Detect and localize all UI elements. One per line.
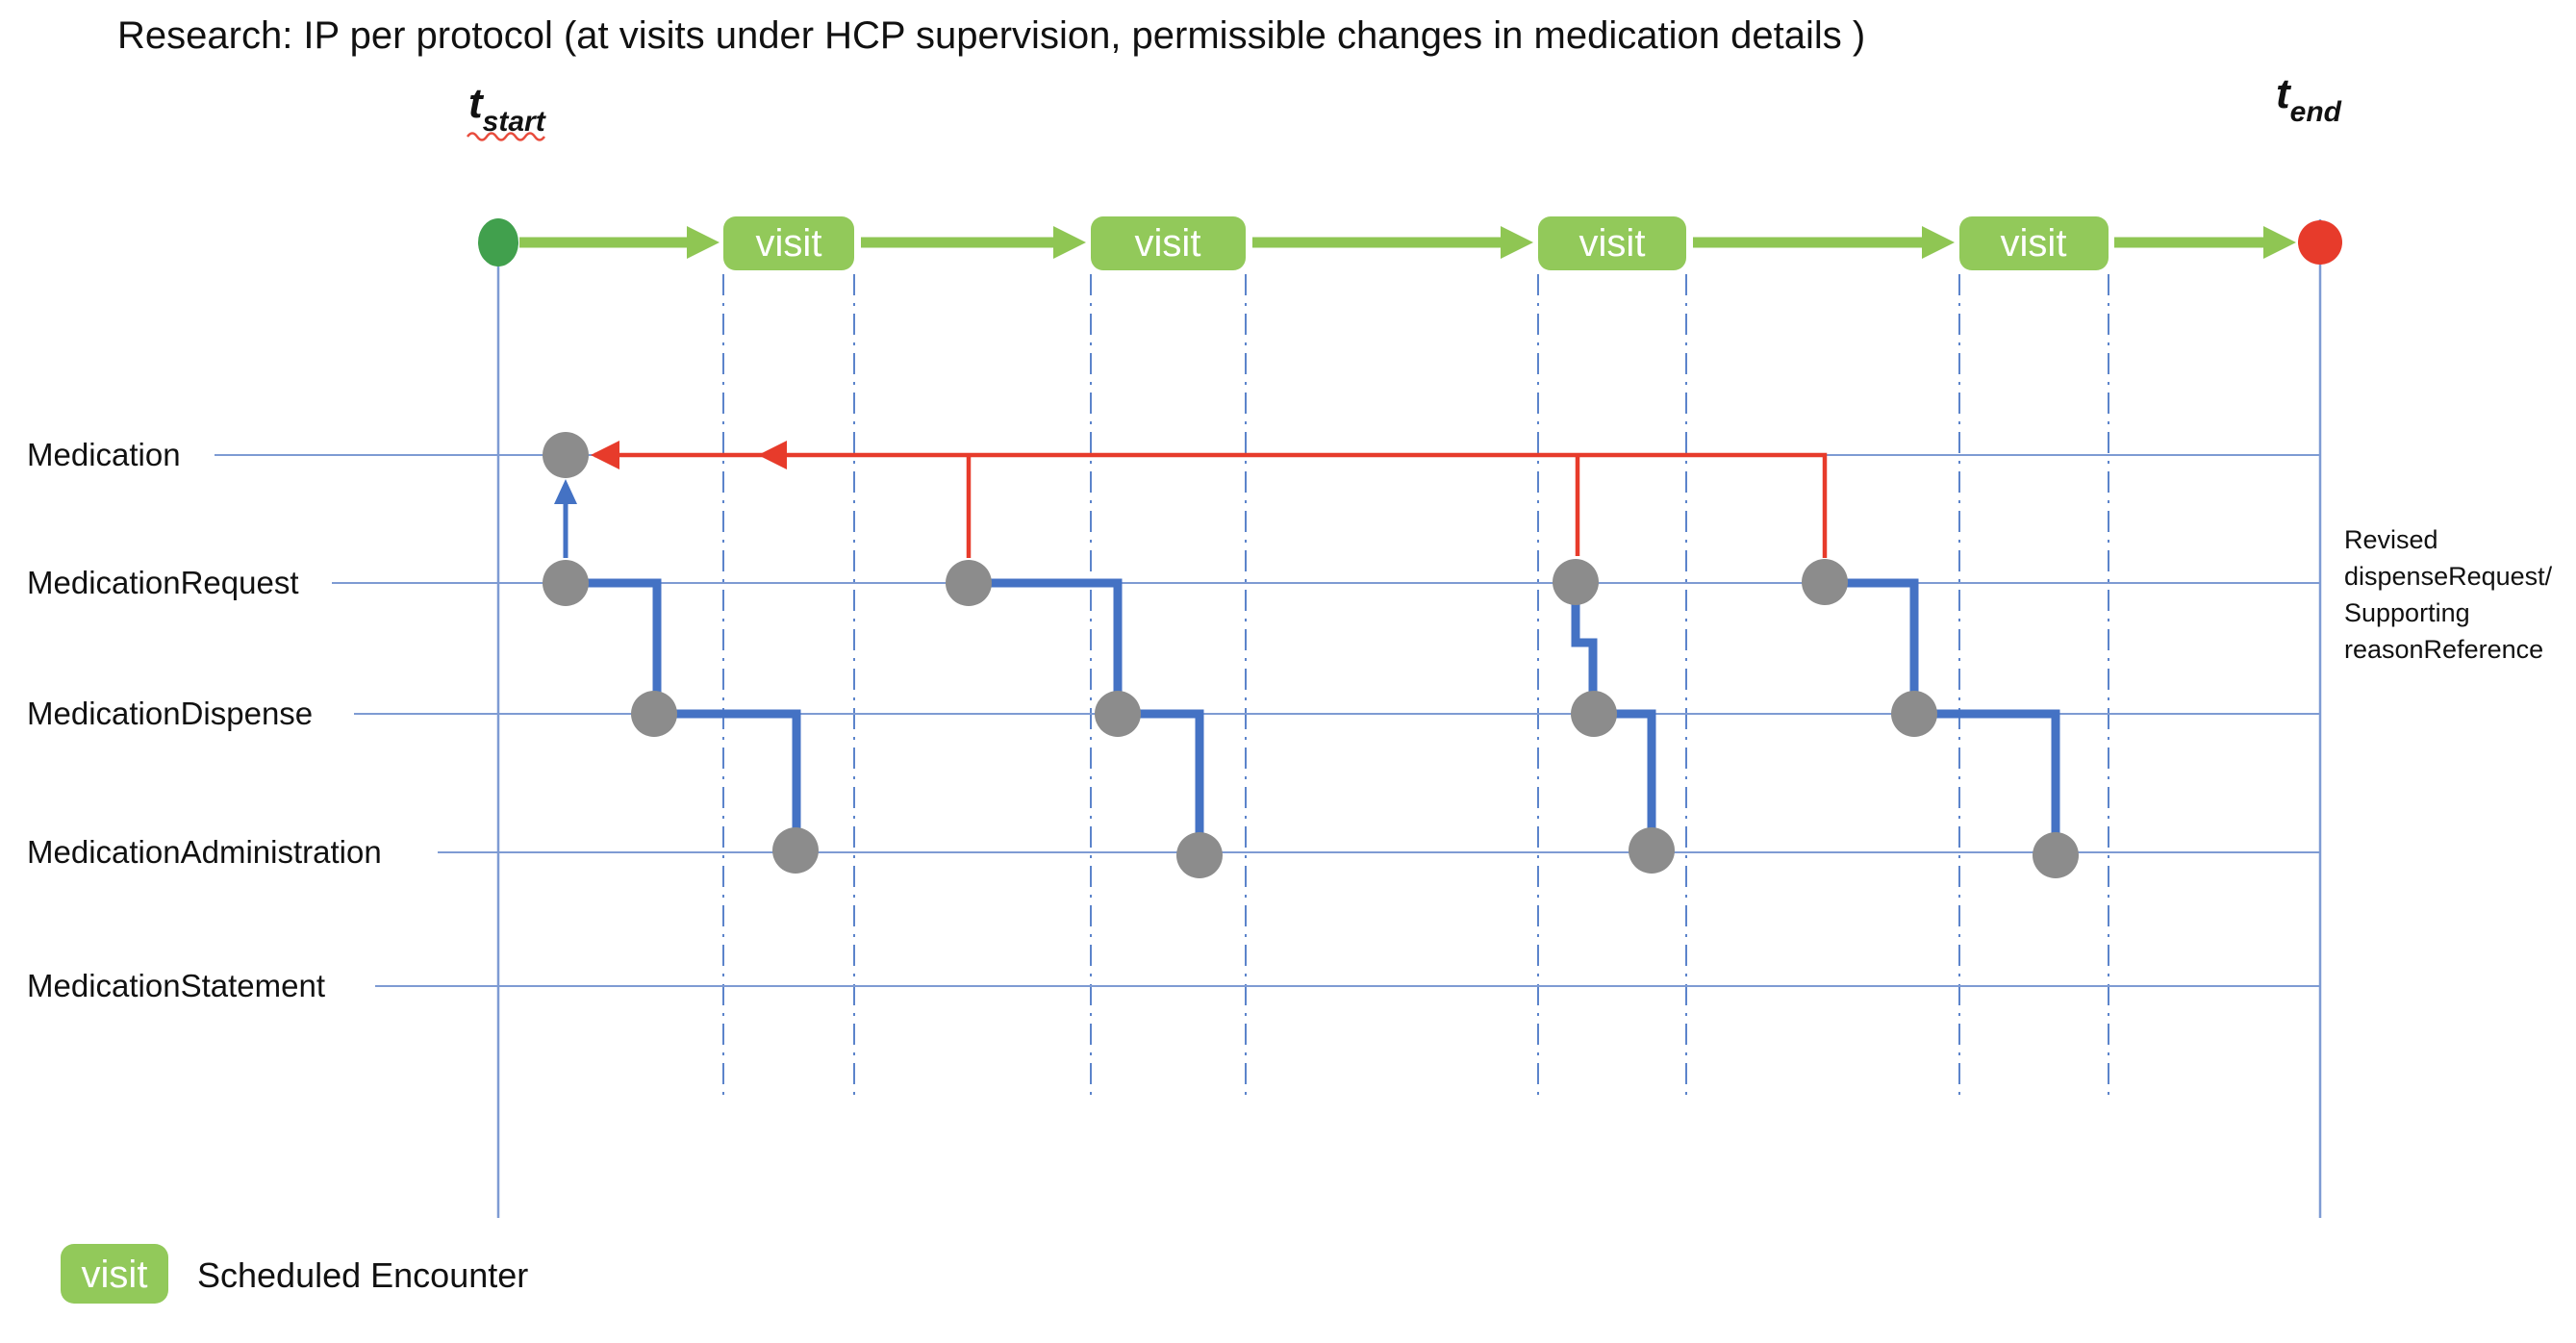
legend-visit-box <box>61 1244 168 1304</box>
lane-label-medicationdispense: MedicationDispense <box>27 696 313 731</box>
visit-box-2-label: visit <box>1135 222 1201 265</box>
visit-box-2 <box>1091 216 1246 270</box>
revision-line-main <box>594 452 1828 558</box>
visit-box-3 <box>1538 216 1686 270</box>
event-dot-admin-visit1 <box>772 827 819 874</box>
t-start-label: tstart <box>468 80 547 138</box>
visit-box-1 <box>723 216 854 270</box>
visit-box-4 <box>1959 216 2109 270</box>
visit-box-4-label: visit <box>2001 222 2067 265</box>
event-dot-request-visit2 <box>946 560 992 606</box>
flow-visit2-dispense-admin <box>1118 709 1204 855</box>
lane-label-medicationadministration: MedicationAdministration <box>27 834 382 870</box>
event-dot-request-visit3 <box>1553 559 1599 605</box>
t-end-base: t <box>2276 70 2292 117</box>
flow-visit1-dispense-admin <box>654 709 801 850</box>
t-start-subscript: start <box>483 106 547 138</box>
visit-box-1-label: visit <box>756 222 822 265</box>
event-dot-dispense-visit4 <box>1891 691 1937 737</box>
timeline-arrowhead-3 <box>1501 226 1533 259</box>
annotation-line-1: Revised <box>2344 525 2438 554</box>
flow-visit4-dispense-admin <box>1914 709 2060 855</box>
timeline-arrowhead-1 <box>687 226 720 259</box>
diagram-title: Research: IP per protocol (at visits und… <box>117 14 1865 57</box>
timeline-arrowhead-5 <box>2263 226 2296 259</box>
revision-arrowhead-1 <box>591 441 619 469</box>
timeline-arrowhead-2 <box>1053 226 1086 259</box>
spellcheck-squiggle <box>466 132 546 141</box>
event-dot-admin-visit3 <box>1629 827 1675 874</box>
event-dot-dispense-visit2 <box>1095 691 1141 737</box>
t-end-label: tend <box>2276 70 2342 128</box>
event-dot-request-visit1 <box>543 560 589 606</box>
flow-visit4-request-dispense <box>1825 578 1919 714</box>
revision-arrowhead-2 <box>758 441 787 469</box>
timeline-end-marker <box>2298 220 2342 265</box>
event-dot-admin-visit4 <box>2033 832 2079 878</box>
annotation-line-4: reasonReference <box>2344 635 2543 664</box>
lane-label-medication: Medication <box>27 437 181 472</box>
annotation-line-3: Supporting <box>2344 598 2470 627</box>
event-dot-request-visit4 <box>1802 559 1848 605</box>
lane-label-medicationrequest: MedicationRequest <box>27 565 299 600</box>
medication-reference-arrowhead <box>554 479 577 504</box>
lane-label-medicationstatement: MedicationStatement <box>27 968 325 1003</box>
flow-visit1-request-dispense <box>566 578 662 714</box>
t-end-subscript: end <box>2290 96 2342 128</box>
t-start-base: t <box>468 80 485 127</box>
event-dot-dispense-visit3 <box>1571 691 1617 737</box>
flow-visit2-request-dispense <box>969 578 1123 714</box>
legend-description: Scheduled Encounter <box>197 1255 528 1295</box>
timeline-start-marker <box>478 218 518 266</box>
flow-visit3-request-dispense <box>1571 583 1598 714</box>
timeline-arrowhead-4 <box>1922 226 1955 259</box>
event-dot-medication <box>543 432 589 478</box>
event-dot-admin-visit2 <box>1176 832 1223 878</box>
visit-box-3-label: visit <box>1579 222 1646 265</box>
legend-visit-label: visit <box>82 1254 148 1296</box>
annotation-line-2: dispenseRequest/ <box>2344 562 2553 591</box>
event-dot-dispense-visit1 <box>631 691 677 737</box>
